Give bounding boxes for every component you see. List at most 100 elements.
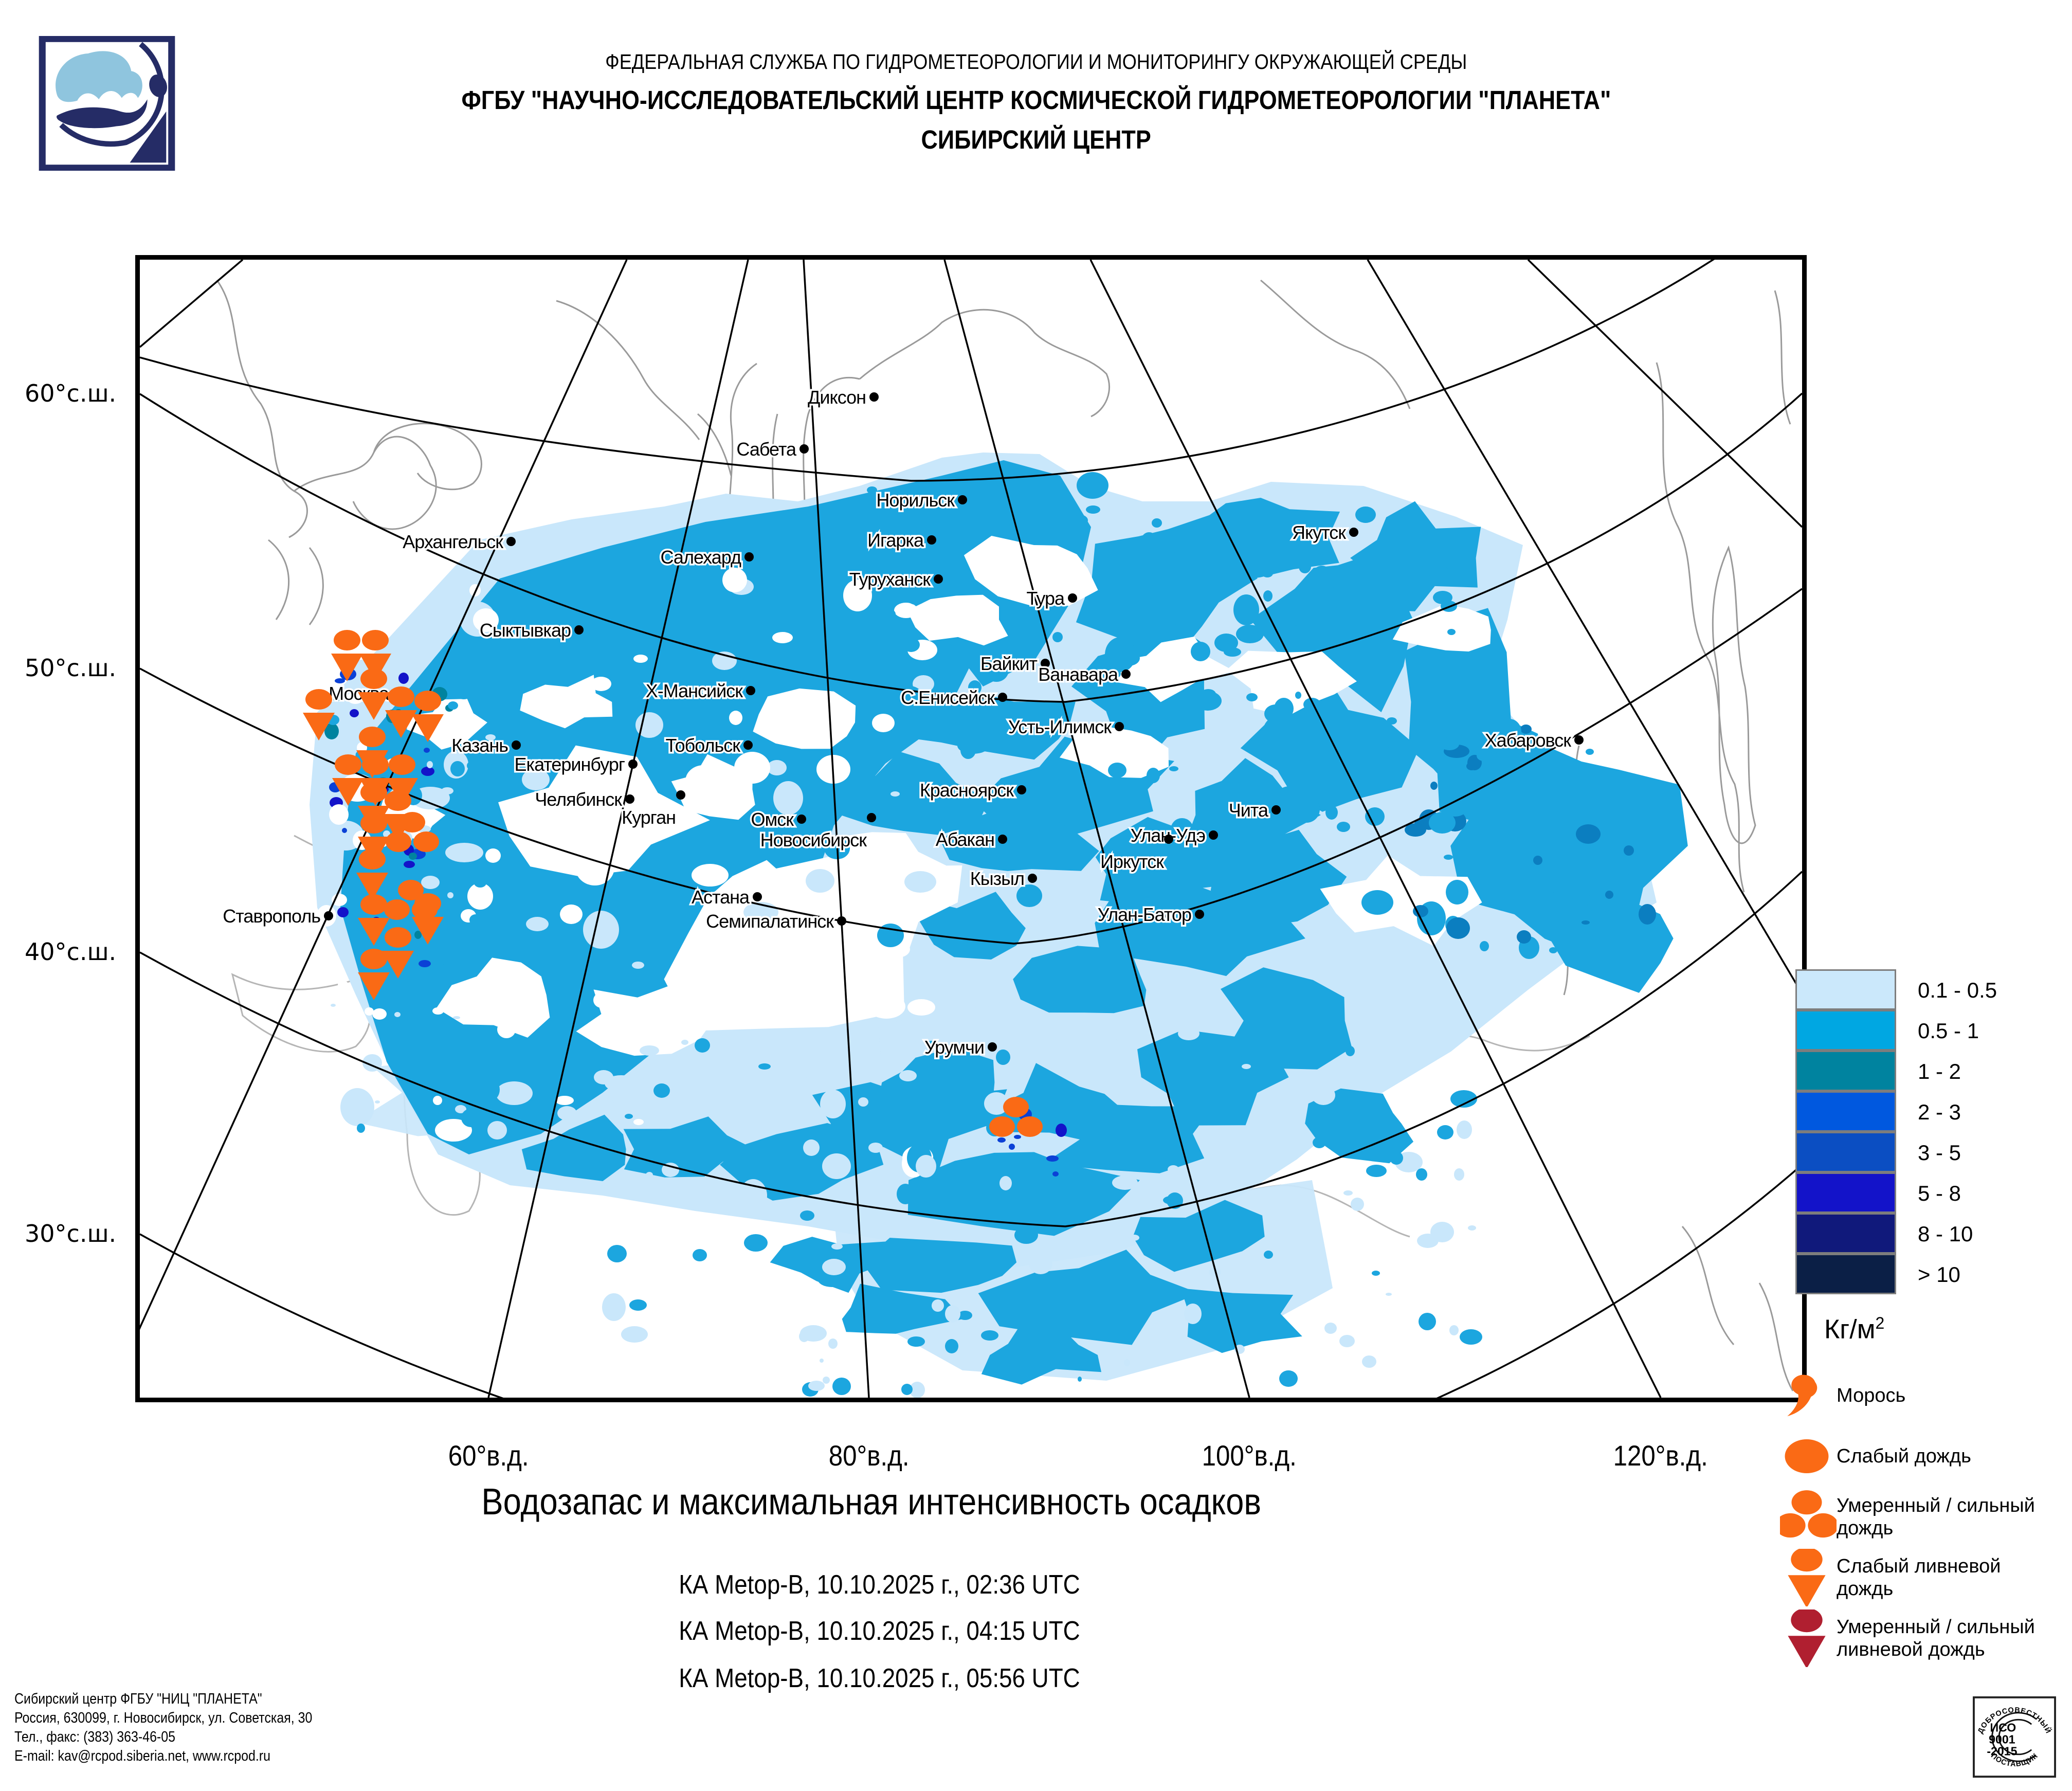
precip-speckle (999, 1176, 1012, 1190)
precip-speckle (1578, 854, 1590, 862)
precip-speckle (1448, 658, 1461, 665)
precip-speckle (646, 1172, 653, 1178)
city-dot (676, 790, 685, 800)
precip-speckle (919, 691, 932, 703)
legend-item-label: Умеренный / сильный дождь (1837, 1495, 2035, 1539)
legend-item-rain_mod: Умеренный / сильный дождь (1780, 1488, 2068, 1546)
precip-speckle (365, 1007, 374, 1016)
precip-speckle (330, 693, 344, 701)
city-label: Архангельск (403, 531, 503, 552)
rain-symbol-part (359, 727, 386, 747)
city-dot (1028, 874, 1037, 883)
city-label: Ставрополь (223, 906, 320, 927)
city-dot (574, 625, 584, 635)
precip-speckle (935, 1051, 952, 1070)
precip-speckle (1457, 1120, 1472, 1139)
precip-speckle (342, 828, 347, 833)
precip-speckle (1366, 1165, 1387, 1177)
precip-speckle (350, 709, 359, 717)
precip-speckle (910, 1382, 925, 1398)
precip-speckle (653, 1083, 670, 1098)
scale-label: 8 - 10 (1918, 1221, 1973, 1246)
city-dot (1121, 670, 1131, 679)
meridian-line (487, 260, 749, 1398)
precip-speckle (894, 603, 918, 618)
precip-speckle (1312, 1086, 1335, 1105)
map-caption: Водозапас и максимальная интенсивность о… (0, 1481, 1743, 1523)
precip-speckle (704, 897, 716, 904)
precip-speckle (427, 761, 433, 768)
coastline (294, 436, 437, 530)
precip-speckle (1365, 807, 1385, 826)
rain-symbol-part (386, 831, 411, 852)
precip-speckle (858, 1097, 868, 1107)
precip-speckle (1274, 698, 1294, 719)
header-line2: ФГБУ "НАУЧНО-ИССЛЕДОВАТЕЛЬСКИЙ ЦЕНТР КОС… (461, 85, 1611, 115)
parallel-line (140, 1164, 1802, 1398)
city-label: Норильск (876, 490, 955, 511)
graticule-layer (140, 260, 1802, 1398)
shower_mod-icon (1788, 1609, 1826, 1667)
stamp-2015: -2015 (1987, 1745, 2017, 1758)
logo-cloud-icon (56, 51, 142, 102)
precip-blob (907, 1152, 1140, 1236)
precip-speckle (526, 917, 549, 931)
precip-speckle (800, 1210, 814, 1221)
precip-speckle (1262, 569, 1273, 577)
precip-speckle (901, 1384, 913, 1395)
precip-speckle (1346, 1046, 1355, 1056)
precip-speckle (902, 638, 920, 652)
precip-speckle (729, 711, 742, 725)
precip-speckle (640, 1045, 659, 1056)
precip-speckle (937, 523, 959, 548)
scale-swatch (1795, 969, 1896, 1010)
precip-speckle (1460, 1329, 1482, 1345)
precip-speckle (1186, 528, 1214, 542)
city-dot (799, 444, 809, 454)
rain-symbol-part (1791, 1490, 1822, 1515)
precip-speckle (621, 1326, 648, 1343)
parallel-line (140, 871, 1802, 1227)
precip-speckle (744, 1234, 768, 1252)
precip-speckle (1390, 1151, 1403, 1165)
precip-speckle (872, 714, 895, 732)
precip-speckle (1314, 566, 1330, 580)
precip-speckle (338, 981, 348, 988)
precipitation-map: Диксон Сабета Норильск Архангельск Игарка Сал… (135, 255, 1807, 1402)
drizzle-icon (1787, 1374, 1817, 1417)
precip-blob (1180, 1288, 1302, 1353)
precip-speckle (1419, 1313, 1436, 1330)
precip-speckle (467, 762, 473, 769)
precip-blob (940, 808, 1099, 871)
precip-speckle (1244, 806, 1263, 824)
precip-speckle (1018, 1184, 1028, 1190)
city-label: Казань (451, 735, 508, 756)
precip-speckle (1477, 750, 1495, 762)
rain-symbol-part (362, 754, 389, 775)
precip-speckle (1605, 891, 1613, 899)
precip-blob (1059, 723, 1169, 778)
precip-speckle (1147, 631, 1164, 641)
precip-speckle (485, 848, 501, 863)
precip-speckle (1417, 1234, 1439, 1248)
rain-symbol-part (1787, 1374, 1817, 1417)
precip-speckle (1340, 824, 1350, 831)
precip-speckle (372, 1008, 387, 1020)
precip-speckle (432, 953, 447, 965)
legend-item-rain_light: Слабый дождь (1780, 1427, 2068, 1485)
city-label: Абакан (936, 829, 994, 850)
contact-block: Сибирский центр ФГБУ "НИЦ "ПЛАНЕТА" Росс… (14, 1690, 361, 1766)
rain-symbol-part (412, 917, 444, 945)
precip-speckle (1129, 1235, 1139, 1241)
precip-speckle (1048, 795, 1079, 818)
precip-speckle (1303, 698, 1321, 711)
city-label: Салехард (661, 547, 741, 568)
coastline (1656, 362, 1745, 893)
precip-speckle (1437, 1125, 1453, 1139)
cities-layer: Диксон Сабета Норильск Архангельск Игарка Сал… (221, 385, 1584, 1060)
precip-speckle (1112, 1175, 1138, 1190)
precip-blob (437, 957, 550, 1038)
precip-speckle (1355, 506, 1376, 523)
precip-speckle (831, 1243, 843, 1250)
